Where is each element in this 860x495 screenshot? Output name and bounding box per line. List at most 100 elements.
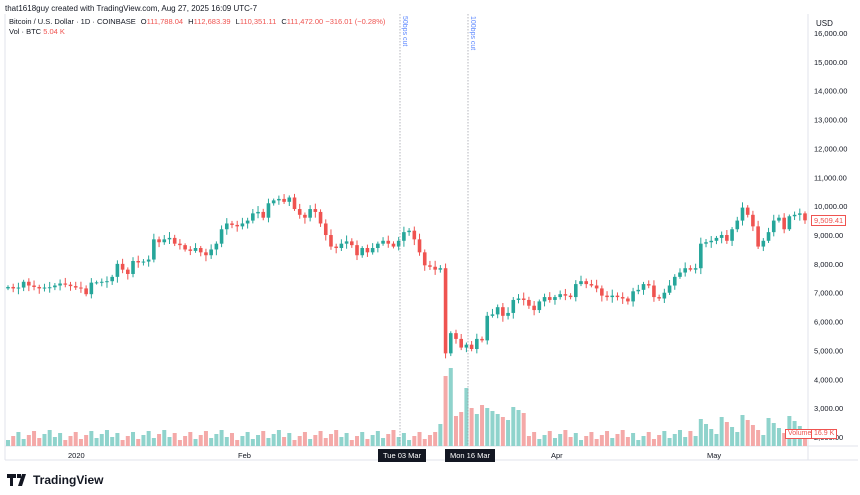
candle[interactable] bbox=[11, 283, 16, 293]
candle[interactable] bbox=[183, 243, 187, 252]
candle[interactable] bbox=[672, 274, 677, 290]
candle[interactable] bbox=[37, 284, 42, 294]
candle[interactable] bbox=[73, 281, 78, 290]
candle[interactable] bbox=[99, 278, 104, 287]
candle[interactable] bbox=[126, 267, 130, 280]
candle[interactable] bbox=[688, 265, 693, 272]
candle[interactable] bbox=[204, 248, 208, 262]
candle[interactable] bbox=[657, 294, 661, 301]
candle[interactable] bbox=[506, 307, 510, 320]
candle[interactable] bbox=[428, 260, 432, 270]
candle[interactable] bbox=[396, 236, 401, 251]
candle[interactable] bbox=[761, 238, 766, 252]
candle[interactable] bbox=[313, 203, 318, 218]
candle[interactable] bbox=[480, 336, 484, 343]
candle[interactable] bbox=[704, 239, 708, 248]
candle[interactable] bbox=[266, 198, 271, 223]
candle[interactable] bbox=[47, 281, 52, 293]
candle[interactable] bbox=[365, 244, 370, 257]
candle[interactable] bbox=[475, 333, 479, 354]
candle[interactable] bbox=[391, 241, 396, 249]
candle[interactable] bbox=[110, 274, 114, 285]
candle[interactable] bbox=[350, 238, 354, 248]
candle[interactable] bbox=[495, 304, 500, 319]
candle[interactable] bbox=[219, 225, 224, 248]
candle[interactable] bbox=[454, 329, 458, 344]
candle[interactable] bbox=[771, 214, 776, 237]
candle[interactable] bbox=[245, 217, 250, 229]
candle[interactable] bbox=[287, 195, 292, 206]
candle[interactable] bbox=[188, 246, 193, 256]
candle[interactable] bbox=[360, 246, 365, 258]
candle[interactable] bbox=[178, 239, 182, 250]
candle[interactable] bbox=[699, 237, 703, 275]
candle[interactable] bbox=[53, 283, 57, 291]
candle[interactable] bbox=[42, 283, 47, 292]
candle[interactable] bbox=[6, 285, 10, 291]
symbol-label[interactable]: Bitcoin / U.S. Dollar · 1D · COINBASE bbox=[9, 17, 136, 26]
candle[interactable] bbox=[68, 281, 73, 291]
candle[interactable] bbox=[725, 229, 729, 244]
candle[interactable] bbox=[386, 235, 391, 248]
candle[interactable] bbox=[172, 234, 177, 247]
candle[interactable] bbox=[584, 278, 589, 289]
candle[interactable] bbox=[79, 281, 83, 293]
candle[interactable] bbox=[63, 277, 68, 288]
candle[interactable] bbox=[131, 257, 135, 278]
candle[interactable] bbox=[740, 202, 745, 226]
candle[interactable] bbox=[193, 243, 198, 253]
candle[interactable] bbox=[282, 194, 286, 204]
candle[interactable] bbox=[797, 208, 802, 221]
candle[interactable] bbox=[626, 296, 630, 305]
candle[interactable] bbox=[94, 280, 99, 285]
candle[interactable] bbox=[532, 301, 536, 316]
candle[interactable] bbox=[355, 240, 359, 261]
candle[interactable] bbox=[344, 235, 349, 249]
candle[interactable] bbox=[787, 214, 792, 231]
candle[interactable] bbox=[27, 278, 31, 292]
candle[interactable] bbox=[89, 278, 94, 299]
candle[interactable] bbox=[58, 279, 62, 291]
candle[interactable] bbox=[501, 302, 505, 322]
candle[interactable] bbox=[376, 241, 380, 253]
candle[interactable] bbox=[667, 280, 672, 295]
candle[interactable] bbox=[303, 212, 307, 224]
candle[interactable] bbox=[277, 195, 281, 205]
candle[interactable] bbox=[141, 259, 146, 266]
candle[interactable] bbox=[631, 287, 635, 307]
candle[interactable] bbox=[563, 288, 568, 301]
candle[interactable] bbox=[751, 210, 755, 232]
tradingview-logo[interactable]: TradingView bbox=[7, 473, 103, 487]
candle[interactable] bbox=[485, 311, 490, 345]
candle[interactable] bbox=[589, 279, 594, 288]
candle[interactable] bbox=[558, 290, 562, 300]
candle[interactable] bbox=[318, 209, 323, 227]
candle[interactable] bbox=[84, 285, 88, 297]
candle[interactable] bbox=[652, 280, 656, 302]
candle[interactable] bbox=[209, 244, 213, 259]
candle[interactable] bbox=[662, 288, 667, 304]
candle[interactable] bbox=[459, 333, 463, 351]
candle[interactable] bbox=[308, 205, 312, 222]
candle[interactable] bbox=[641, 281, 646, 295]
candle[interactable] bbox=[271, 198, 276, 206]
candle[interactable] bbox=[115, 260, 120, 283]
candle[interactable] bbox=[433, 260, 437, 275]
candle[interactable] bbox=[594, 279, 599, 293]
candle[interactable] bbox=[407, 228, 411, 236]
candle[interactable] bbox=[573, 280, 578, 302]
candle[interactable] bbox=[16, 282, 21, 295]
candle[interactable] bbox=[553, 294, 557, 305]
candle[interactable] bbox=[542, 293, 547, 307]
candle[interactable] bbox=[600, 285, 604, 302]
candle[interactable] bbox=[402, 226, 406, 247]
candle[interactable] bbox=[568, 293, 573, 300]
candle[interactable] bbox=[32, 280, 36, 291]
candle[interactable] bbox=[448, 331, 453, 357]
candle[interactable] bbox=[230, 220, 234, 229]
candle[interactable] bbox=[678, 268, 682, 279]
candle[interactable] bbox=[381, 237, 385, 246]
candle[interactable] bbox=[240, 217, 245, 230]
